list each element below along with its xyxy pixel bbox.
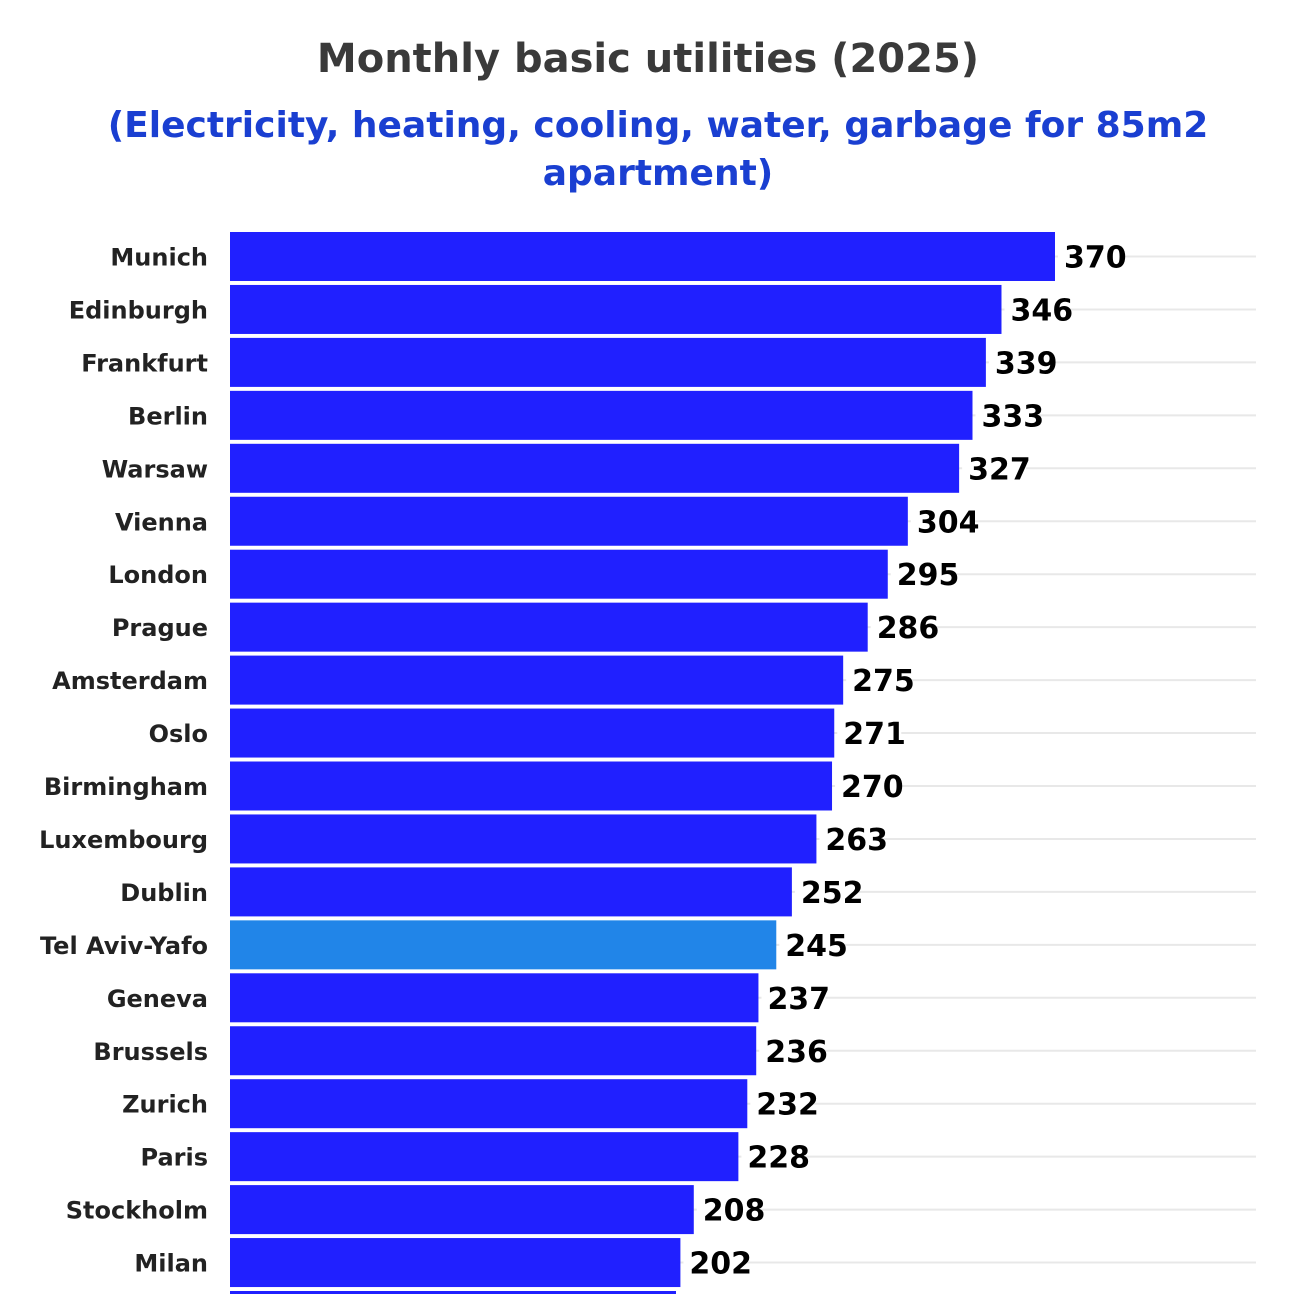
category-label: Oslo	[149, 720, 208, 748]
value-label: 270	[841, 770, 904, 805]
category-label: Amsterdam	[52, 667, 208, 695]
bar-milan	[230, 1238, 681, 1288]
value-label: 271	[843, 717, 906, 752]
value-label: 275	[852, 664, 915, 699]
value-label: 327	[968, 452, 1031, 487]
bar-warsaw	[230, 443, 960, 493]
value-label: 237	[767, 982, 830, 1017]
value-label-bg	[975, 397, 1040, 434]
category-label: Frankfurt	[81, 349, 208, 377]
value-label: 245	[785, 929, 848, 964]
bar-berlin	[230, 390, 973, 440]
value-label-bg	[846, 662, 911, 699]
value-label-bg	[1058, 238, 1122, 275]
category-label: Berlin	[128, 402, 208, 430]
bar-geneva	[230, 973, 759, 1023]
value-label: 370	[1064, 241, 1127, 276]
value-label-bg	[870, 609, 935, 646]
bar-zurich	[230, 1079, 748, 1129]
bar-prague	[230, 602, 868, 652]
category-label: Zurich	[122, 1091, 208, 1119]
bar-birmingham	[230, 761, 833, 811]
value-label: 346	[1010, 293, 1073, 328]
value-label: 252	[801, 876, 864, 911]
value-label-bg	[750, 1085, 815, 1122]
category-label: Birmingham	[44, 773, 208, 801]
value-label: 232	[756, 1088, 819, 1123]
bar-paris	[230, 1132, 739, 1182]
value-label: 228	[747, 1141, 810, 1176]
value-label-bg	[761, 979, 826, 1016]
value-label: 333	[982, 399, 1045, 434]
value-label-bg	[794, 873, 859, 910]
category-label: Edinburgh	[69, 296, 208, 324]
value-label-bg	[835, 768, 900, 804]
category-label: Dublin	[120, 879, 208, 907]
bar-vienna	[230, 496, 908, 546]
value-label-bg	[759, 1032, 824, 1069]
value-label: 202	[689, 1247, 752, 1282]
bar-london	[230, 549, 888, 599]
bar-dublin	[230, 867, 792, 917]
bar-tel-aviv-yafo	[230, 920, 777, 970]
bar-cropped-next	[230, 1291, 676, 1294]
bar-edinburgh	[230, 284, 1002, 334]
value-label: 304	[917, 505, 980, 540]
chart-subtitle: (Electricity, heating, cooling, water, g…	[107, 105, 1209, 194]
category-label: Brussels	[93, 1038, 208, 1066]
value-label-bg	[1004, 291, 1069, 328]
value-label: 236	[765, 1035, 828, 1070]
category-label: London	[108, 561, 208, 589]
value-label-bg	[696, 1191, 761, 1228]
value-label-bg	[741, 1138, 806, 1175]
category-label: Tel Aviv-Yafo	[40, 932, 208, 960]
value-label-bg	[819, 820, 884, 857]
category-label: Milan	[134, 1250, 208, 1278]
bar-brussels	[230, 1026, 757, 1076]
category-label: Luxembourg	[39, 826, 208, 854]
value-label-bg	[683, 1244, 748, 1281]
category-label: Prague	[112, 614, 208, 642]
value-label: 339	[995, 346, 1058, 381]
value-label-bg	[988, 344, 1053, 381]
bar-luxembourg	[230, 814, 817, 864]
category-label: Vienna	[115, 508, 208, 536]
value-label-bg	[779, 926, 844, 963]
value-label: 286	[877, 611, 940, 646]
category-label: Paris	[141, 1144, 209, 1172]
category-label: Munich	[110, 244, 208, 272]
category-label: Warsaw	[102, 455, 208, 483]
bar-oslo	[230, 708, 835, 758]
value-label: 208	[703, 1194, 766, 1229]
bar-stockholm	[230, 1185, 694, 1235]
value-label-bg	[910, 503, 975, 540]
value-label-bg	[890, 556, 955, 593]
value-label: 295	[897, 558, 960, 593]
chart-title: Monthly basic utilities (2025)	[316, 36, 980, 82]
bar-amsterdam	[230, 655, 844, 705]
bar-munich	[230, 232, 1055, 281]
category-label: Geneva	[107, 985, 208, 1013]
value-label-bg	[962, 450, 1027, 487]
bar-frankfurt	[230, 337, 986, 387]
category-label: Stockholm	[66, 1197, 208, 1225]
value-label: 263	[825, 823, 888, 858]
value-label-bg	[837, 715, 902, 752]
